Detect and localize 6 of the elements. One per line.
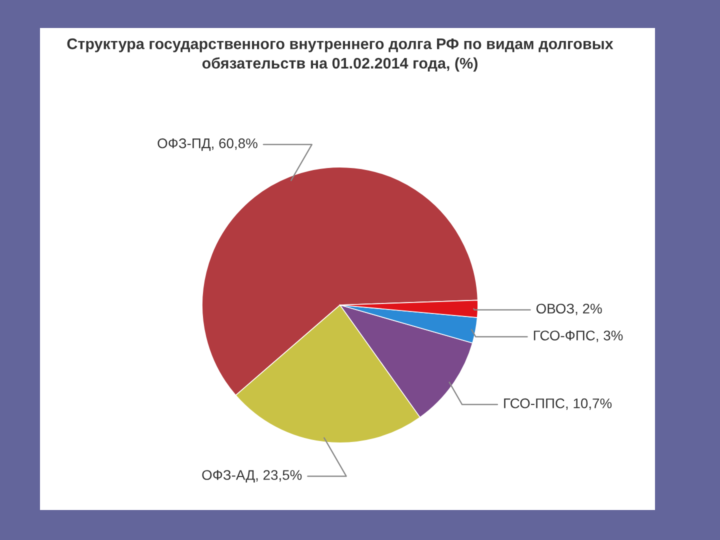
slice-label: ОФЗ-ПД, 60,8% [158,138,258,151]
slice-label: ОВОЗ, 2% [536,304,602,316]
chart-title: Структура государственного внутреннего долга РФ по видам долговых обязательств на 01.02.2014 года, (%) [67,38,614,72]
slice-label: ОФЗ-АД, 23,5% [202,470,302,483]
slice-label: ГСО-ФПС, 3% [534,330,623,342]
slice-label: ГСО-ППС, 10,7% [504,398,612,410]
